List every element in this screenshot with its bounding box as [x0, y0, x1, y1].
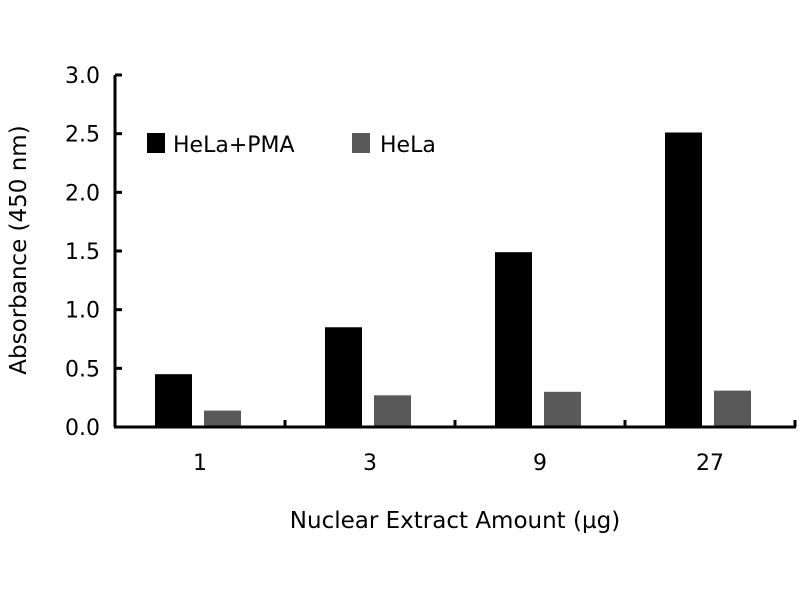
legend-label-hela: HeLa: [380, 133, 436, 158]
y-axis-label: Absorbance (450 nm): [6, 125, 32, 374]
y-tick-label: 0.5: [65, 357, 100, 382]
bar-hela-9: [544, 391, 581, 427]
y-tick-label: 2.5: [65, 123, 100, 148]
x-tick-label: 3: [363, 451, 377, 476]
legend-swatch-hela-pma: [147, 133, 165, 153]
bar-hela-pma-9: [495, 252, 532, 427]
legend-label-hela-pma: HeLa+PMA: [173, 133, 295, 158]
bar-hela-27: [714, 390, 751, 427]
bar-hela-pma-3: [325, 327, 362, 427]
legend-swatch-hela: [352, 133, 370, 153]
x-tick-label: 27: [696, 451, 724, 476]
x-tick-label: 9: [533, 451, 547, 476]
x-tick-label: 1: [193, 451, 207, 476]
y-tick-label: 2.0: [65, 181, 100, 206]
bar-hela-pma-27: [665, 132, 702, 427]
x-axis-label: Nuclear Extract Amount (µg): [290, 508, 620, 534]
y-tick-label: 1.5: [65, 240, 100, 265]
y-tick-label: 0.0: [65, 416, 100, 441]
legend: HeLa+PMA HeLa: [147, 133, 436, 158]
bar-hela-3: [374, 395, 411, 427]
y-tick-label: 3.0: [65, 64, 100, 89]
bar-hela-1: [204, 410, 241, 427]
y-tick-label: 1.0: [65, 299, 100, 324]
bar-hela-pma-1: [155, 374, 192, 427]
